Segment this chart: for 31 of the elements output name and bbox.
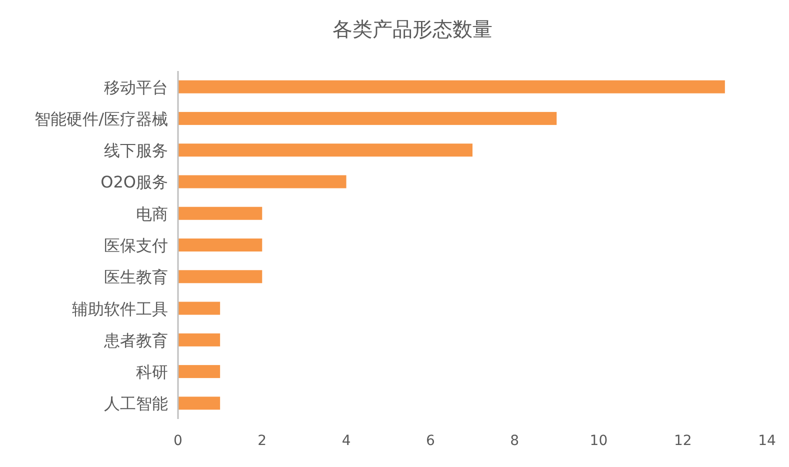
y-tick-label: 医保支付 [104, 236, 168, 255]
x-tick-label: 14 [758, 433, 776, 449]
bar [178, 333, 220, 346]
bar [178, 80, 725, 94]
bar [178, 270, 262, 284]
y-tick-label: 人工智能 [104, 394, 168, 414]
x-tick-label: 10 [590, 433, 608, 449]
y-tick-label: 科研 [136, 362, 168, 382]
y-tick-label: 智能硬件/医疗器械 [34, 109, 168, 128]
bar [178, 238, 262, 252]
y-tick-label: 线下服务 [104, 141, 168, 160]
y-tick-label: 辅助软件工具 [72, 299, 168, 318]
bar [178, 206, 262, 220]
y-tick-label: 患者教育 [103, 330, 168, 350]
y-tick-label: O2O服务 [100, 172, 168, 192]
bar [178, 175, 346, 188]
bar [178, 112, 557, 125]
x-tick-label: 6 [426, 433, 435, 449]
y-tick-label: 医生教育 [104, 268, 168, 287]
x-tick-label: 12 [674, 433, 692, 449]
bar [178, 396, 220, 410]
x-tick-label: 4 [342, 433, 351, 449]
y-tick-label: 移动平台 [104, 78, 168, 97]
y-tick-label: 电商 [136, 204, 168, 224]
chart-title: 各类产品形态数量 [332, 17, 492, 41]
bar [178, 302, 220, 315]
bar [178, 365, 220, 378]
bar [178, 144, 472, 157]
x-tick-label: 2 [258, 433, 267, 449]
x-tick-label: 0 [174, 433, 182, 449]
x-tick-label: 8 [510, 433, 520, 449]
